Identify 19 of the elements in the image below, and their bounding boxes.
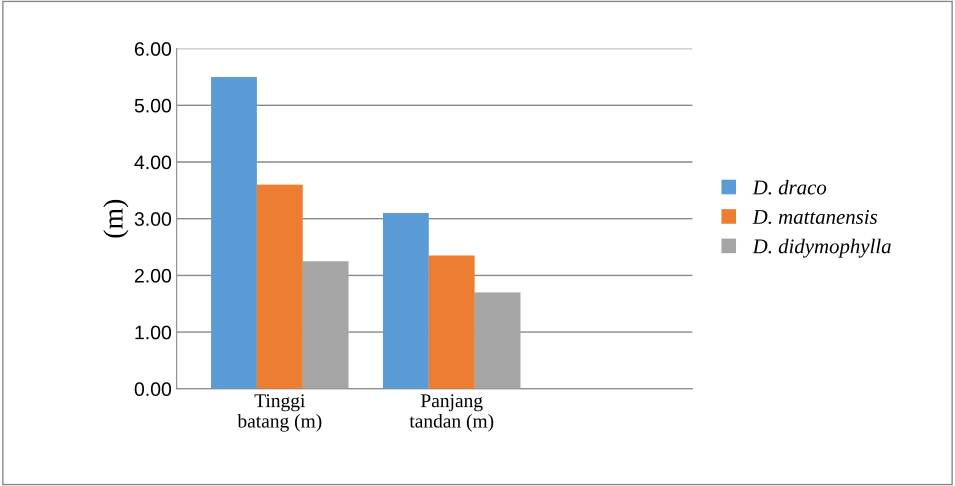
bar: [428, 256, 475, 389]
bar: [382, 213, 429, 389]
bar: [474, 292, 520, 389]
bar: [302, 261, 349, 389]
legend-label: D. draco: [752, 180, 826, 195]
legend-label: D. mattanensis: [752, 210, 878, 224]
x-tick-label: Panjang tandan (m): [410, 394, 494, 432]
bar: [256, 184, 303, 389]
y-tick-label: 0.00: [134, 382, 172, 396]
x-tick-label: Tinggi batang (m): [237, 394, 322, 432]
y-tick-label: 5.00: [134, 98, 172, 113]
y-tick-label: 1.00: [135, 326, 172, 340]
y-tick-label: 6.00: [134, 42, 172, 56]
y-axis-title: (m): [103, 200, 128, 238]
y-tick-label: 2.00: [134, 268, 172, 283]
y-tick-label: 3.00: [134, 212, 172, 226]
y-tick-label: 4.00: [134, 155, 172, 170]
legend-label: D. didymophylla: [752, 238, 891, 258]
bar: [211, 76, 257, 389]
